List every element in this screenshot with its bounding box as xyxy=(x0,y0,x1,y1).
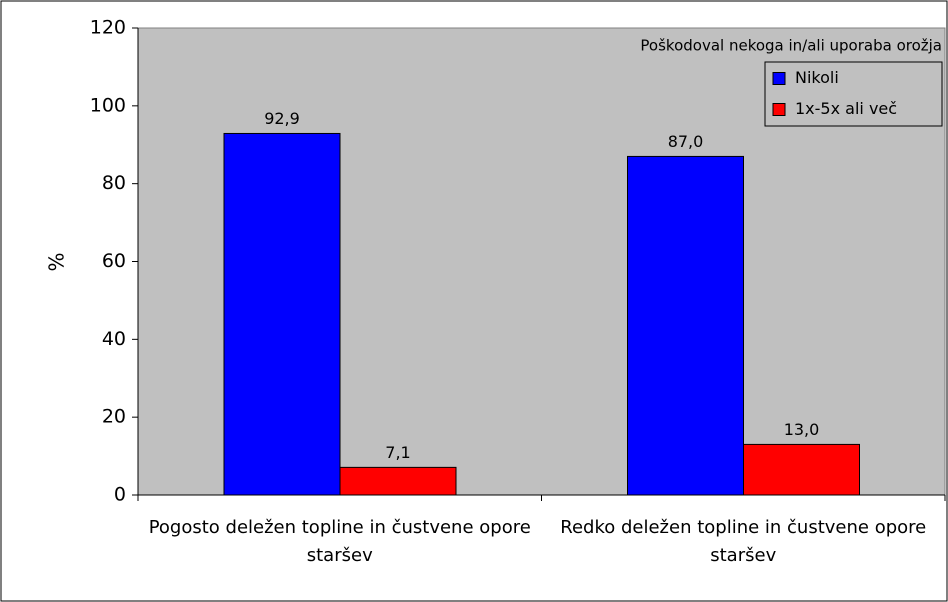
legend-label: Nikoli xyxy=(795,68,839,87)
bar xyxy=(339,466,457,496)
y-tick-label: 60 xyxy=(102,250,126,272)
x-tick-label: Pogosto deležen topline in čustvene opor… xyxy=(148,517,531,566)
y-tick-label: 40 xyxy=(102,328,126,350)
y-tick-label: 80 xyxy=(102,172,126,194)
bar xyxy=(743,443,860,496)
y-axis-label: % xyxy=(45,252,69,271)
x-tick-label: Redko deležen topline in čustvene opore … xyxy=(560,517,927,566)
data-label: 92,9 xyxy=(264,109,300,128)
bar xyxy=(627,155,744,496)
data-label: 13,0 xyxy=(784,420,820,439)
data-label: 7,1 xyxy=(385,443,410,462)
y-tick-label: 0 xyxy=(114,484,126,506)
legend-swatch xyxy=(772,72,786,85)
legend-label: 1x-5x ali več xyxy=(795,99,897,118)
legend-box xyxy=(764,61,943,127)
y-tick-label: 120 xyxy=(90,17,126,39)
data-label: 87,0 xyxy=(668,132,704,151)
bar xyxy=(223,132,341,496)
legend-title: Poškodoval nekoga in/ali uporaba orožja xyxy=(640,37,942,55)
y-tick-label: 20 xyxy=(102,406,126,428)
y-tick-label: 100 xyxy=(90,94,126,116)
legend-swatch xyxy=(772,103,786,116)
